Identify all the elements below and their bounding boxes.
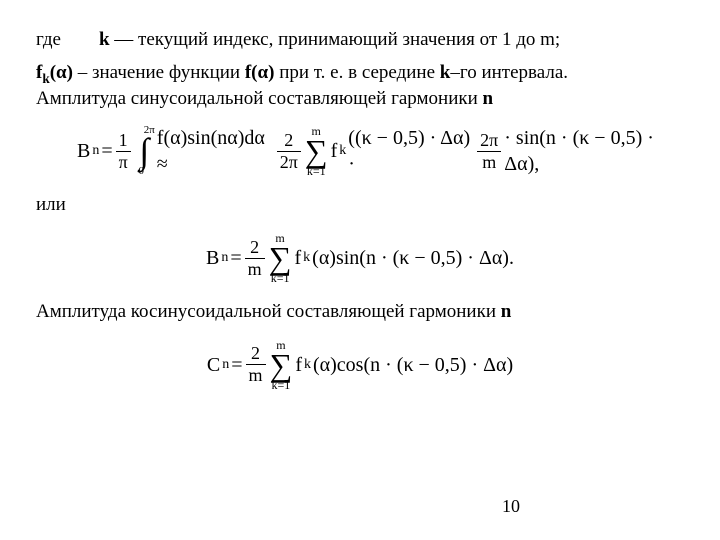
equation-cn: Cn = 2 m m ∑ k=1 fk(α)cos(n · (κ − 0,5) …	[36, 339, 684, 391]
eq1-tail: · sin(n · (κ − 0,5) · Δα),	[504, 125, 683, 177]
p5-a: Амплитуда косинусоидальной составляющей …	[36, 301, 501, 322]
eq1-f2-den: 2π	[277, 153, 301, 172]
p1-tail: — текущий индекс, принимающий значения о…	[110, 29, 561, 50]
eq3-body1: f	[295, 352, 302, 378]
sym-falpha2: f(α)	[245, 62, 275, 83]
eq2-lhs: B	[206, 245, 219, 271]
p2-g: –го интервала.	[450, 62, 568, 83]
eq1-sum-lo: k=1	[307, 165, 326, 177]
eq3-lhs: C	[207, 352, 220, 378]
eq1-sum: m ∑ k=1	[305, 125, 328, 177]
equation-bn-integral: Bn = 1 π 2π ∫ 0 f(α)sin(nα)dα ≈ 2 2π m ∑	[36, 125, 684, 177]
label-or: или	[36, 194, 66, 215]
sym-f-alpha: (α)	[50, 62, 73, 83]
para-1: где k — текущий индекс, принимающий знач…	[36, 28, 684, 53]
eq1-lhs-sub: n	[92, 142, 99, 160]
eq2-sum: m ∑ k=1	[269, 232, 292, 284]
eq1-body2: ((κ − 0,5) · Δα) ·	[348, 125, 474, 177]
page-number: 10	[502, 495, 520, 518]
eq3-eq: =	[231, 352, 242, 378]
eq2-eq: =	[230, 245, 241, 271]
label-where: где	[36, 29, 61, 50]
page: где k — текущий индекс, принимающий знач…	[0, 0, 720, 540]
eq2-lhs-sub: n	[221, 249, 228, 267]
equation-bn-sum: Bn = 2 m m ∑ k=1 fk(α)sin(n · (κ − 0,5) …	[36, 232, 684, 284]
para-5: Амплитуда косинусоидальной составляющей …	[36, 300, 684, 325]
eq1-body1: f	[331, 138, 338, 164]
sym-f-sub: k	[42, 70, 49, 85]
eq1-integrand: f(α)sin(nα)dα ≈	[157, 125, 274, 177]
eq3-body1-sub: k	[304, 356, 311, 374]
eq3-sum: m ∑ k=1	[270, 339, 293, 391]
eq2-sum-lo: k=1	[271, 272, 290, 284]
eq1-body1-sub: k	[339, 142, 346, 160]
eq3-f-den: m	[246, 366, 266, 385]
eq1-int-lo: 0	[139, 166, 145, 177]
para-2: fk(α) – значение функции f(α) при т. е. …	[36, 61, 684, 87]
eq3-body2: (α)cos(n · (κ − 0,5) · Δα)	[313, 352, 513, 378]
sym-k2: k	[440, 62, 451, 83]
eq3-lhs-sub: n	[222, 356, 229, 374]
para-4: или	[36, 193, 684, 218]
p2-c: – значение функции	[73, 62, 245, 83]
eq2-frac: 2 m	[245, 238, 265, 279]
eq1-f3-num: 2π	[477, 131, 501, 150]
para-3: Амплитуда синусоидальной составляющей га…	[36, 87, 684, 112]
eq2-body2: (α)sin(n · (κ − 0,5) · Δα).	[312, 245, 514, 271]
eq2-f-num: 2	[247, 238, 262, 257]
p2-e: при т. е. в середине	[274, 62, 439, 83]
eq1-f3-den: m	[479, 153, 499, 172]
eq1-f1-num: 1	[116, 131, 131, 150]
eq2-f-den: m	[245, 260, 265, 279]
eq1-int: 2π ∫ 0	[134, 125, 155, 177]
eq2-body1-sub: k	[303, 249, 310, 267]
eq1-eq: =	[101, 138, 112, 164]
eq1-frac3: 2π m	[477, 131, 501, 172]
eq1-lhs: B	[77, 138, 90, 164]
eq1-frac2: 2 2π	[277, 131, 301, 172]
eq3-frac: 2 m	[246, 344, 266, 385]
eq1-f2-num: 2	[281, 131, 296, 150]
eq1-frac1: 1 π	[116, 131, 131, 172]
eq2-body1: f	[294, 245, 301, 271]
sym-n: n	[483, 88, 494, 109]
sym-k: k	[99, 29, 110, 50]
sym-n2: n	[501, 301, 512, 322]
eq3-sum-lo: k=1	[272, 379, 291, 391]
eq1-f1-den: π	[116, 153, 131, 172]
p3-a: Амплитуда синусоидальной составляющей га…	[36, 88, 483, 109]
eq3-f-num: 2	[248, 344, 263, 363]
